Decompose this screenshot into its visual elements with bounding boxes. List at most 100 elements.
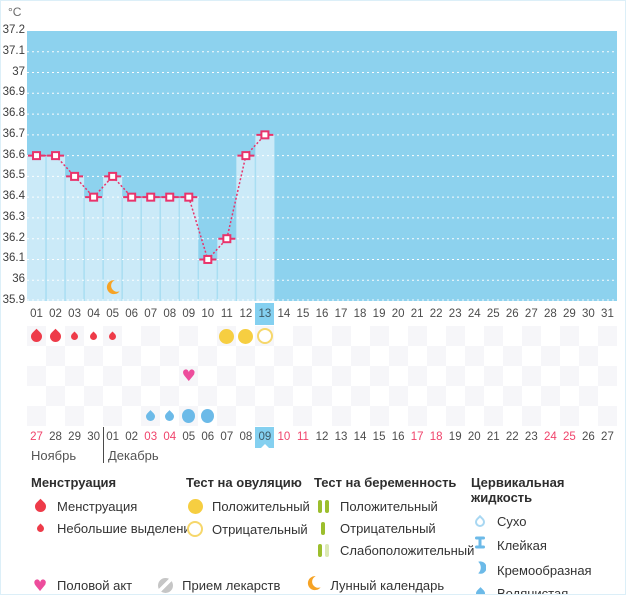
- cycle-day-18[interactable]: 18: [353, 308, 367, 320]
- cycle-day-06[interactable]: 06: [125, 308, 139, 320]
- calendar-date-15[interactable]: 15: [372, 431, 386, 443]
- cycle-day-17[interactable]: 17: [334, 308, 348, 320]
- event-cell[interactable]: [122, 406, 141, 426]
- event-cell[interactable]: [84, 366, 103, 386]
- event-cell[interactable]: [331, 366, 351, 386]
- event-cell[interactable]: [46, 406, 65, 426]
- event-cell[interactable]: [217, 326, 237, 346]
- calendar-date-14[interactable]: 14: [353, 431, 367, 443]
- cycle-day-03[interactable]: 03: [68, 308, 81, 320]
- event-cell[interactable]: [122, 386, 142, 406]
- event-cell[interactable]: [236, 346, 256, 366]
- cycle-day-10[interactable]: 10: [201, 308, 215, 320]
- event-cell[interactable]: [579, 406, 598, 426]
- event-cell[interactable]: [369, 366, 389, 386]
- event-cell[interactable]: [560, 346, 579, 366]
- event-cell[interactable]: [369, 406, 389, 426]
- event-cell[interactable]: [293, 386, 312, 406]
- event-cell[interactable]: [312, 326, 331, 346]
- cycle-day-24[interactable]: 24: [467, 308, 481, 320]
- event-cell[interactable]: [179, 386, 198, 406]
- event-cell[interactable]: [198, 366, 217, 386]
- calendar-date-17[interactable]: 17: [410, 431, 424, 443]
- event-cell[interactable]: [389, 366, 408, 386]
- event-cell[interactable]: [141, 366, 161, 386]
- calendar-date-23[interactable]: 23: [524, 431, 538, 443]
- event-cell[interactable]: [217, 406, 237, 426]
- event-cell[interactable]: [179, 346, 198, 366]
- event-cell[interactable]: [293, 346, 312, 366]
- event-cell[interactable]: [27, 366, 47, 386]
- cycle-day-01[interactable]: 01: [30, 308, 43, 320]
- cycle-day-13[interactable]: 13: [255, 303, 275, 325]
- event-cell[interactable]: [198, 386, 218, 406]
- event-cell[interactable]: [217, 366, 237, 386]
- calendar-date-03[interactable]: 03: [144, 431, 158, 443]
- cycle-day-30[interactable]: 30: [582, 308, 595, 320]
- event-cell[interactable]: [198, 346, 218, 366]
- event-cell[interactable]: [521, 406, 541, 426]
- event-cell[interactable]: [65, 346, 84, 366]
- event-cell[interactable]: [351, 406, 370, 426]
- event-cell[interactable]: [46, 326, 65, 346]
- event-cell[interactable]: [483, 366, 503, 386]
- calendar-date-22[interactable]: 22: [505, 431, 519, 443]
- event-cell[interactable]: [598, 386, 617, 406]
- event-cell[interactable]: [446, 346, 465, 366]
- event-cell[interactable]: [541, 326, 560, 346]
- cycle-day-29[interactable]: 29: [562, 308, 576, 320]
- event-cell[interactable]: [293, 366, 313, 386]
- event-cell[interactable]: [597, 406, 617, 426]
- event-cell[interactable]: [312, 346, 332, 366]
- event-cell[interactable]: [27, 386, 46, 406]
- cycle-day-26[interactable]: 26: [505, 308, 519, 320]
- event-cell[interactable]: [559, 406, 579, 426]
- event-cell[interactable]: [141, 386, 160, 406]
- event-cell[interactable]: [502, 386, 522, 406]
- event-cell[interactable]: [236, 326, 255, 346]
- event-cell[interactable]: [445, 326, 465, 346]
- event-cell[interactable]: [217, 346, 236, 366]
- event-cell[interactable]: [522, 346, 541, 366]
- calendar-date-10[interactable]: 10: [277, 431, 291, 443]
- event-cell[interactable]: [332, 386, 351, 406]
- calendar-date-19[interactable]: 19: [448, 431, 462, 443]
- cycle-day-14[interactable]: 14: [277, 308, 291, 320]
- event-cell[interactable]: [160, 386, 180, 406]
- event-cell[interactable]: [274, 346, 294, 366]
- cycle-day-05[interactable]: 05: [106, 308, 120, 320]
- event-cell[interactable]: [427, 406, 446, 426]
- event-cell[interactable]: [351, 366, 370, 386]
- event-cell[interactable]: [27, 326, 47, 346]
- event-cell[interactable]: [559, 326, 579, 346]
- event-cell[interactable]: [160, 366, 179, 386]
- event-cell[interactable]: [503, 406, 522, 426]
- event-cell[interactable]: [84, 346, 104, 366]
- cycle-day-15[interactable]: 15: [296, 308, 310, 320]
- event-cell[interactable]: [484, 346, 503, 366]
- event-cell[interactable]: [122, 326, 141, 346]
- event-cell[interactable]: [407, 406, 427, 426]
- event-cell[interactable]: [84, 386, 104, 406]
- event-cell[interactable]: [198, 406, 217, 426]
- event-cell[interactable]: [46, 346, 66, 366]
- event-cell[interactable]: [559, 366, 579, 386]
- calendar-date-27[interactable]: 27: [601, 431, 614, 443]
- event-cell[interactable]: [579, 366, 598, 386]
- calendar-date-30[interactable]: 30: [87, 431, 100, 443]
- event-cell[interactable]: [503, 326, 522, 346]
- calendar-date-05[interactable]: 05: [182, 431, 196, 443]
- event-cell[interactable]: [445, 406, 465, 426]
- event-cell[interactable]: [103, 386, 122, 406]
- cycle-day-16[interactable]: 16: [315, 308, 329, 320]
- event-cell[interactable]: [484, 386, 503, 406]
- calendar-date-20[interactable]: 20: [467, 431, 481, 443]
- cycle-day-22[interactable]: 22: [429, 308, 443, 320]
- event-cell[interactable]: [27, 346, 46, 366]
- event-cell[interactable]: [541, 406, 560, 426]
- event-cell[interactable]: [46, 366, 65, 386]
- calendar-date-11[interactable]: 11: [296, 431, 309, 443]
- cycle-day-12[interactable]: 12: [239, 308, 253, 320]
- event-cell[interactable]: [65, 326, 85, 346]
- event-cell[interactable]: [464, 346, 484, 366]
